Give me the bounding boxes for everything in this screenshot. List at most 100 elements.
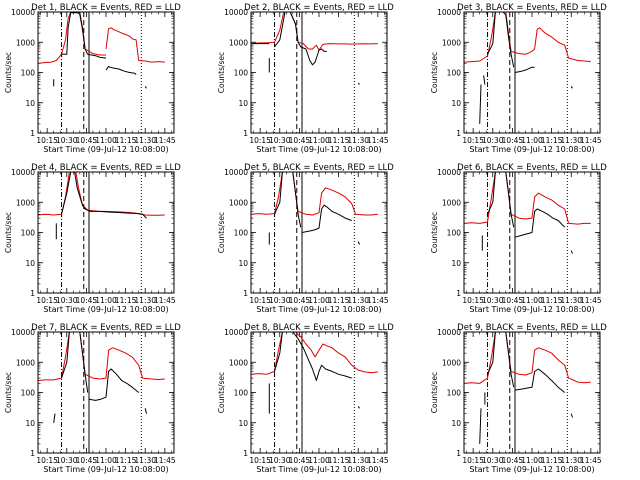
series-events-line: [144, 408, 147, 414]
x-tick-label: 11:30: [134, 136, 156, 145]
x-tick-label: 11:15: [115, 136, 137, 145]
x-tick-label: 11:45: [154, 296, 176, 305]
y-tick-label: 10000: [437, 328, 461, 337]
panel-det-4: Det 4, BLACK = Events, RED = LLD 1 10 100 10…: [4, 163, 181, 314]
series-events-line: [487, 12, 515, 68]
series-events-line: [514, 66, 535, 73]
x-tick-label: 10:30: [56, 456, 78, 465]
x-tick-label: 10:30: [482, 136, 504, 145]
y-tick-label: 100: [234, 389, 249, 398]
x-tick-label: 11:00: [521, 456, 543, 465]
y-tick-label: 10000: [437, 8, 461, 17]
y-axis-label: Counts/sec: [430, 212, 439, 253]
x-axis-label: Start Time (09-Jul-12 10:08:00): [256, 145, 381, 154]
y-tick-label: 10: [25, 99, 35, 108]
x-tick-label: 11:15: [328, 296, 350, 305]
y-axis-label: Counts/sec: [4, 372, 13, 413]
x-tick-label: 11:45: [367, 136, 389, 145]
series-lld-line: [105, 27, 165, 63]
x-tick-label: 10:30: [482, 456, 504, 465]
series-events-line: [274, 332, 352, 381]
y-tick-label: 10000: [437, 168, 461, 177]
x-tick-label: 11:30: [134, 456, 156, 465]
y-tick-label: 10: [25, 419, 35, 428]
y-tick-label: 10: [238, 419, 248, 428]
x-tick-label: 10:30: [269, 456, 291, 465]
series-lld-line: [251, 172, 378, 216]
y-axis-label: Counts/sec: [430, 52, 439, 93]
x-tick-label: 11:00: [95, 456, 117, 465]
x-tick-label: 10:45: [289, 136, 311, 145]
series-events-line: [514, 208, 566, 238]
chart-title: Det 4, BLACK = Events, RED = LLD: [31, 163, 181, 173]
x-tick-label: 10:15: [462, 456, 484, 465]
x-tick-label: 10:45: [76, 456, 98, 465]
x-tick-label: 11:30: [134, 296, 156, 305]
series-lld-line: [38, 12, 106, 64]
x-tick-label: 11:00: [95, 136, 117, 145]
y-axis-label: Counts/sec: [217, 52, 226, 93]
x-tick-label: 10:45: [289, 296, 311, 305]
x-tick-label: 10:30: [269, 296, 291, 305]
x-tick-label: 11:00: [95, 296, 117, 305]
y-tick-label: 1000: [229, 198, 248, 207]
x-tick-label: 11:30: [560, 296, 582, 305]
x-tick-label: 10:30: [56, 136, 78, 145]
x-tick-label: 11:45: [580, 456, 602, 465]
y-tick-label: 100: [21, 229, 36, 238]
y-tick-label: 100: [21, 389, 36, 398]
x-tick-label: 10:15: [36, 456, 58, 465]
y-tick-label: 1000: [16, 38, 35, 47]
x-tick-label: 11:00: [521, 136, 543, 145]
x-tick-label: 10:30: [482, 296, 504, 305]
x-tick-label: 11:30: [347, 456, 369, 465]
plot-frame: [37, 11, 175, 134]
x-tick-label: 10:15: [462, 296, 484, 305]
series-group: [464, 332, 591, 444]
chart-title: Det 9, BLACK = Events, RED = LLD: [457, 323, 607, 333]
series-group: [251, 332, 378, 414]
series-events-line: [570, 413, 573, 418]
y-tick-label: 1000: [16, 198, 35, 207]
plot-frame: [37, 331, 175, 454]
x-tick-label: 10:15: [462, 136, 484, 145]
panel-det-5: Det 5, BLACK = Events, RED = LLD 1 10 100 10…: [217, 163, 394, 314]
series-events-line: [357, 241, 360, 245]
plot-frame: [463, 171, 601, 294]
y-tick-label: 1: [456, 289, 461, 298]
y-tick-label: 10: [25, 259, 35, 268]
x-tick-label: 11:30: [347, 136, 369, 145]
x-tick-label: 11:45: [367, 296, 389, 305]
y-tick-label: 1000: [442, 198, 461, 207]
series-events-line: [274, 12, 327, 66]
series-events-line: [487, 172, 515, 228]
series-events-line: [61, 172, 147, 219]
y-tick-label: 1: [243, 289, 248, 298]
panel-det-8: Det 8, BLACK = Events, RED = LLD 1 10 100 10…: [217, 323, 394, 474]
y-tick-label: 10000: [11, 168, 35, 177]
y-axis-label: Counts/sec: [217, 372, 226, 413]
x-tick-label: 11:45: [367, 456, 389, 465]
y-tick-label: 1000: [229, 38, 248, 47]
x-tick-label: 10:45: [502, 136, 524, 145]
chart-title: Det 7, BLACK = Events, RED = LLD: [31, 323, 181, 333]
y-tick-label: 1: [243, 449, 248, 458]
y-tick-label: 10000: [11, 8, 35, 17]
y-tick-label: 1: [30, 129, 35, 138]
y-tick-label: 100: [21, 69, 36, 78]
y-tick-label: 1: [30, 289, 35, 298]
x-tick-label: 11:00: [308, 136, 330, 145]
series-events-line: [144, 86, 147, 89]
x-tick-label: 10:30: [56, 296, 78, 305]
series-events-line: [105, 65, 137, 75]
series-lld-line: [464, 172, 591, 225]
plot-frame: [250, 171, 388, 294]
series-group: [464, 172, 591, 254]
panel-det-3: Det 3, BLACK = Events, RED = LLD 1 10 100 10…: [430, 3, 607, 154]
y-axis-label: Counts/sec: [430, 372, 439, 413]
x-tick-label: 10:15: [36, 296, 58, 305]
x-tick-label: 11:00: [308, 456, 330, 465]
series-group: [251, 12, 378, 85]
x-tick-label: 10:15: [249, 296, 271, 305]
